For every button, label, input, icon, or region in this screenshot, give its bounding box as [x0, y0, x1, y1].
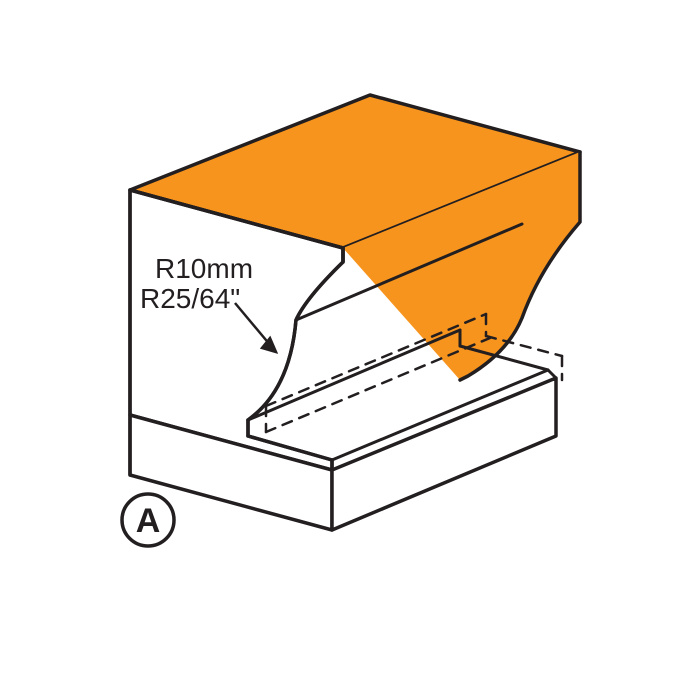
base-right — [332, 378, 556, 530]
variant-badge: A — [122, 494, 174, 546]
far-shelf-drop — [548, 370, 556, 378]
profile-diagram: R10mm R25/64" A — [0, 0, 700, 700]
radius-label-imperial: R25/64" — [140, 283, 240, 314]
radius-label-metric: R10mm — [155, 253, 253, 284]
variant-badge-label: A — [136, 502, 161, 540]
